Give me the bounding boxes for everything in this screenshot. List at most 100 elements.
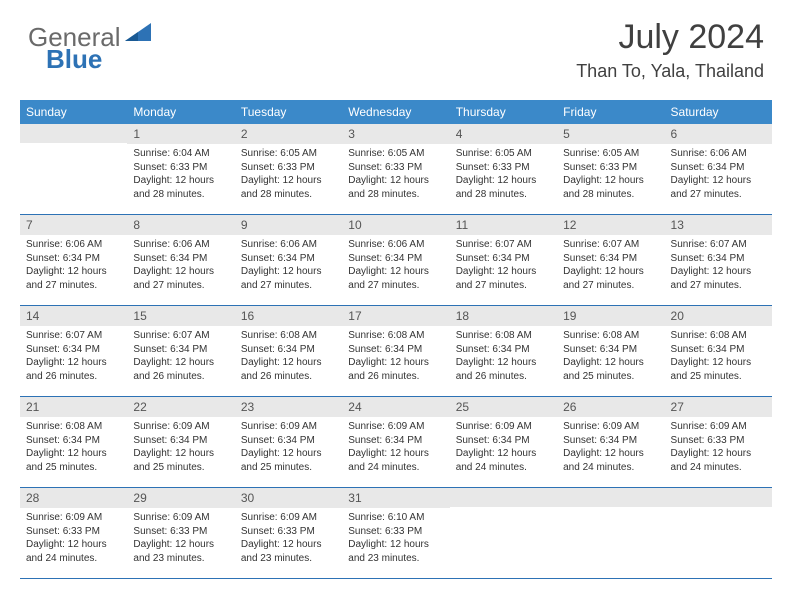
day-number: 21 xyxy=(20,397,127,417)
day-cell: 10Sunrise: 6:06 AMSunset: 6:34 PMDayligh… xyxy=(342,215,449,305)
day-cell: 17Sunrise: 6:08 AMSunset: 6:34 PMDayligh… xyxy=(342,306,449,396)
logo-triangle-icon xyxy=(125,23,151,41)
day-details: Sunrise: 6:06 AMSunset: 6:34 PMDaylight:… xyxy=(127,235,234,298)
week-row: 21Sunrise: 6:08 AMSunset: 6:34 PMDayligh… xyxy=(20,397,772,488)
week-row: 7Sunrise: 6:06 AMSunset: 6:34 PMDaylight… xyxy=(20,215,772,306)
day-number: 29 xyxy=(127,488,234,508)
logo-text-blue: Blue xyxy=(46,44,102,75)
day-details: Sunrise: 6:09 AMSunset: 6:33 PMDaylight:… xyxy=(235,508,342,571)
weekday-header: Sunday xyxy=(20,100,127,124)
day-details: Sunrise: 6:07 AMSunset: 6:34 PMDaylight:… xyxy=(665,235,772,298)
day-number: 1 xyxy=(127,124,234,144)
calendar: SundayMondayTuesdayWednesdayThursdayFrid… xyxy=(20,100,772,579)
day-cell xyxy=(557,488,664,578)
day-cell: 5Sunrise: 6:05 AMSunset: 6:33 PMDaylight… xyxy=(557,124,664,214)
day-details: Sunrise: 6:06 AMSunset: 6:34 PMDaylight:… xyxy=(342,235,449,298)
day-details: Sunrise: 6:08 AMSunset: 6:34 PMDaylight:… xyxy=(557,326,664,389)
day-details: Sunrise: 6:09 AMSunset: 6:34 PMDaylight:… xyxy=(450,417,557,480)
day-cell: 19Sunrise: 6:08 AMSunset: 6:34 PMDayligh… xyxy=(557,306,664,396)
day-details: Sunrise: 6:08 AMSunset: 6:34 PMDaylight:… xyxy=(20,417,127,480)
day-details: Sunrise: 6:07 AMSunset: 6:34 PMDaylight:… xyxy=(127,326,234,389)
day-number: 23 xyxy=(235,397,342,417)
day-cell xyxy=(450,488,557,578)
day-number: 26 xyxy=(557,397,664,417)
day-number: 19 xyxy=(557,306,664,326)
day-cell: 2Sunrise: 6:05 AMSunset: 6:33 PMDaylight… xyxy=(235,124,342,214)
day-cell: 22Sunrise: 6:09 AMSunset: 6:34 PMDayligh… xyxy=(127,397,234,487)
day-number: 18 xyxy=(450,306,557,326)
day-number: 6 xyxy=(665,124,772,144)
day-details: Sunrise: 6:09 AMSunset: 6:34 PMDaylight:… xyxy=(342,417,449,480)
day-cell: 6Sunrise: 6:06 AMSunset: 6:34 PMDaylight… xyxy=(665,124,772,214)
day-number: 25 xyxy=(450,397,557,417)
day-details: Sunrise: 6:07 AMSunset: 6:34 PMDaylight:… xyxy=(557,235,664,298)
logo-sub: Blue xyxy=(46,44,102,75)
weekday-header: Thursday xyxy=(450,100,557,124)
day-number: 2 xyxy=(235,124,342,144)
day-cell: 27Sunrise: 6:09 AMSunset: 6:33 PMDayligh… xyxy=(665,397,772,487)
day-number: 5 xyxy=(557,124,664,144)
day-details: Sunrise: 6:08 AMSunset: 6:34 PMDaylight:… xyxy=(235,326,342,389)
day-details: Sunrise: 6:09 AMSunset: 6:33 PMDaylight:… xyxy=(665,417,772,480)
day-cell: 8Sunrise: 6:06 AMSunset: 6:34 PMDaylight… xyxy=(127,215,234,305)
day-details: Sunrise: 6:06 AMSunset: 6:34 PMDaylight:… xyxy=(665,144,772,207)
day-cell xyxy=(665,488,772,578)
day-number: 20 xyxy=(665,306,772,326)
day-cell: 16Sunrise: 6:08 AMSunset: 6:34 PMDayligh… xyxy=(235,306,342,396)
day-number: 4 xyxy=(450,124,557,144)
day-cell: 12Sunrise: 6:07 AMSunset: 6:34 PMDayligh… xyxy=(557,215,664,305)
day-number: 7 xyxy=(20,215,127,235)
day-number: 3 xyxy=(342,124,449,144)
empty-day xyxy=(450,488,557,507)
day-details: Sunrise: 6:09 AMSunset: 6:33 PMDaylight:… xyxy=(20,508,127,571)
empty-day xyxy=(557,488,664,507)
day-number: 28 xyxy=(20,488,127,508)
day-details: Sunrise: 6:05 AMSunset: 6:33 PMDaylight:… xyxy=(557,144,664,207)
day-cell: 3Sunrise: 6:05 AMSunset: 6:33 PMDaylight… xyxy=(342,124,449,214)
day-cell: 14Sunrise: 6:07 AMSunset: 6:34 PMDayligh… xyxy=(20,306,127,396)
month-title: July 2024 xyxy=(576,18,764,57)
day-cell: 25Sunrise: 6:09 AMSunset: 6:34 PMDayligh… xyxy=(450,397,557,487)
empty-day xyxy=(20,124,127,143)
day-cell: 20Sunrise: 6:08 AMSunset: 6:34 PMDayligh… xyxy=(665,306,772,396)
day-cell: 24Sunrise: 6:09 AMSunset: 6:34 PMDayligh… xyxy=(342,397,449,487)
day-number: 11 xyxy=(450,215,557,235)
day-cell: 13Sunrise: 6:07 AMSunset: 6:34 PMDayligh… xyxy=(665,215,772,305)
day-details: Sunrise: 6:09 AMSunset: 6:34 PMDaylight:… xyxy=(127,417,234,480)
location: Than To, Yala, Thailand xyxy=(576,61,764,82)
day-number: 10 xyxy=(342,215,449,235)
day-number: 30 xyxy=(235,488,342,508)
week-row: 1Sunrise: 6:04 AMSunset: 6:33 PMDaylight… xyxy=(20,124,772,215)
day-number: 14 xyxy=(20,306,127,326)
day-details: Sunrise: 6:09 AMSunset: 6:34 PMDaylight:… xyxy=(235,417,342,480)
day-number: 24 xyxy=(342,397,449,417)
day-cell: 23Sunrise: 6:09 AMSunset: 6:34 PMDayligh… xyxy=(235,397,342,487)
day-cell: 31Sunrise: 6:10 AMSunset: 6:33 PMDayligh… xyxy=(342,488,449,578)
day-cell: 30Sunrise: 6:09 AMSunset: 6:33 PMDayligh… xyxy=(235,488,342,578)
day-number: 15 xyxy=(127,306,234,326)
title-block: July 2024 Than To, Yala, Thailand xyxy=(576,18,764,82)
day-number: 16 xyxy=(235,306,342,326)
day-details: Sunrise: 6:08 AMSunset: 6:34 PMDaylight:… xyxy=(665,326,772,389)
weekday-header: Saturday xyxy=(665,100,772,124)
day-number: 13 xyxy=(665,215,772,235)
day-details: Sunrise: 6:10 AMSunset: 6:33 PMDaylight:… xyxy=(342,508,449,571)
day-cell: 21Sunrise: 6:08 AMSunset: 6:34 PMDayligh… xyxy=(20,397,127,487)
weekday-header: Wednesday xyxy=(342,100,449,124)
weekday-header: Monday xyxy=(127,100,234,124)
day-number: 12 xyxy=(557,215,664,235)
day-cell: 29Sunrise: 6:09 AMSunset: 6:33 PMDayligh… xyxy=(127,488,234,578)
day-details: Sunrise: 6:06 AMSunset: 6:34 PMDaylight:… xyxy=(20,235,127,298)
day-cell: 18Sunrise: 6:08 AMSunset: 6:34 PMDayligh… xyxy=(450,306,557,396)
empty-day xyxy=(665,488,772,507)
day-details: Sunrise: 6:04 AMSunset: 6:33 PMDaylight:… xyxy=(127,144,234,207)
week-row: 28Sunrise: 6:09 AMSunset: 6:33 PMDayligh… xyxy=(20,488,772,579)
day-cell: 28Sunrise: 6:09 AMSunset: 6:33 PMDayligh… xyxy=(20,488,127,578)
day-cell: 11Sunrise: 6:07 AMSunset: 6:34 PMDayligh… xyxy=(450,215,557,305)
day-details: Sunrise: 6:07 AMSunset: 6:34 PMDaylight:… xyxy=(20,326,127,389)
weekday-header: Tuesday xyxy=(235,100,342,124)
header: General Blue July 2024 Than To, Yala, Th… xyxy=(0,0,792,100)
day-details: Sunrise: 6:05 AMSunset: 6:33 PMDaylight:… xyxy=(235,144,342,207)
day-details: Sunrise: 6:08 AMSunset: 6:34 PMDaylight:… xyxy=(342,326,449,389)
weekday-header: Friday xyxy=(557,100,664,124)
